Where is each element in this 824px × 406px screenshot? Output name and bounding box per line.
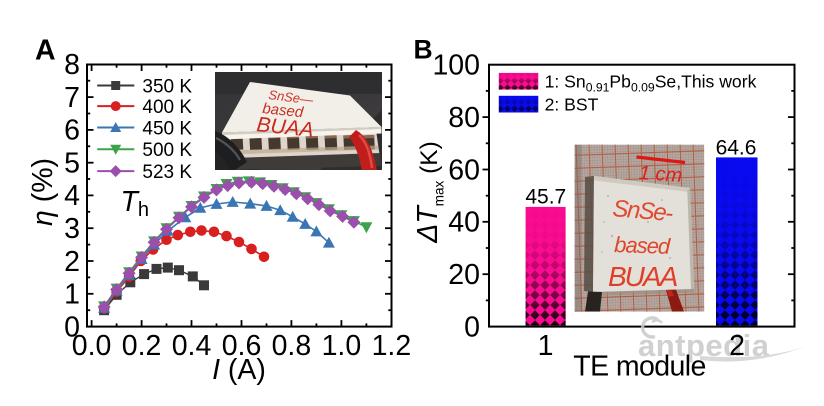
svg-text:1.0: 1.0 [322, 330, 362, 362]
svg-text:0: 0 [464, 311, 480, 343]
svg-text:2: BST: 2: BST [545, 94, 599, 114]
svg-text:450 K: 450 K [142, 118, 192, 139]
svg-text:0.2: 0.2 [122, 330, 162, 362]
svg-text:6: 6 [64, 115, 80, 147]
svg-text:0.8: 0.8 [272, 330, 312, 362]
svg-text:5: 5 [64, 148, 80, 180]
svg-text:0.4: 0.4 [172, 330, 212, 362]
svg-text:20: 20 [448, 259, 480, 291]
svg-text:Th: Th [121, 186, 150, 221]
svg-text:4: 4 [64, 180, 80, 212]
svg-text:SnSe—: SnSe— [268, 87, 315, 107]
svg-text:100: 100 [432, 50, 480, 82]
svg-text:ΔTmax (K): ΔTmax (K) [412, 141, 447, 244]
svg-text:SnSe-: SnSe- [611, 195, 674, 227]
svg-text:B: B [414, 35, 433, 65]
svg-text:1.2: 1.2 [372, 330, 412, 362]
svg-text:8: 8 [64, 49, 80, 81]
svg-text:400 K: 400 K [142, 97, 192, 118]
svg-text:523 K: 523 K [142, 162, 192, 183]
svg-text:3: 3 [64, 213, 80, 245]
svg-text:2: 2 [64, 246, 80, 278]
svg-text:80: 80 [448, 102, 480, 134]
svg-text:0.6: 0.6 [222, 330, 262, 362]
svg-text:0: 0 [64, 311, 80, 343]
svg-text:2: 2 [729, 330, 745, 362]
svg-text:500 K: 500 K [142, 140, 192, 161]
svg-text:I (A): I (A) [212, 354, 266, 386]
svg-text:64.6: 64.6 [716, 137, 757, 160]
svg-text:based: based [262, 100, 305, 121]
svg-text:η (%): η (%) [27, 158, 59, 226]
svg-text:350 K: 350 K [142, 76, 192, 97]
svg-text:60: 60 [448, 154, 480, 186]
svg-text:based: based [614, 232, 672, 259]
svg-text:1: 1 [64, 279, 80, 311]
svg-text:40: 40 [448, 207, 480, 239]
svg-text:1: 1 [538, 330, 554, 362]
svg-text:0.0: 0.0 [72, 330, 112, 362]
svg-text:BUAA: BUAA [608, 261, 678, 292]
svg-text:A: A [35, 35, 56, 67]
svg-text:TE module: TE module [573, 351, 705, 383]
svg-text:7: 7 [64, 82, 80, 114]
svg-text:45.7: 45.7 [525, 186, 566, 209]
